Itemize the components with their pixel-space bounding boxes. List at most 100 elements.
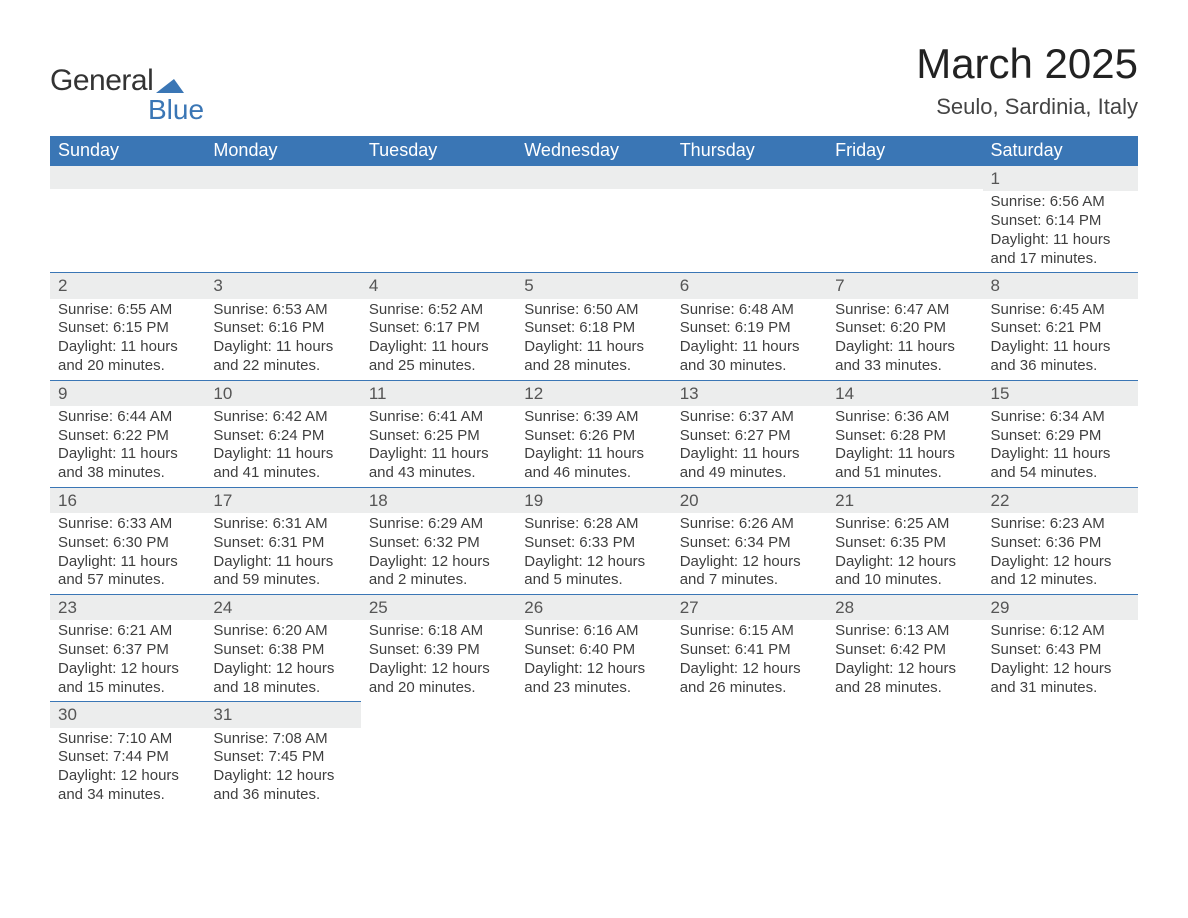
day-number: 23 (50, 595, 205, 620)
day-details: Sunrise: 6:48 AMSunset: 6:19 PMDaylight:… (672, 299, 827, 380)
day-number: 5 (516, 273, 671, 298)
day-number (361, 702, 516, 725)
calendar-day-cell: 17Sunrise: 6:31 AMSunset: 6:31 PMDayligh… (205, 487, 360, 594)
day-daylight1: Daylight: 12 hours (58, 767, 199, 786)
calendar-day-cell (50, 166, 205, 273)
calendar-day-cell: 23Sunrise: 6:21 AMSunset: 6:37 PMDayligh… (50, 595, 205, 702)
day-number: 17 (205, 488, 360, 513)
calendar-day-cell (205, 166, 360, 273)
day-number: 27 (672, 595, 827, 620)
day-daylight2: and 59 minutes. (213, 571, 354, 590)
day-details: Sunrise: 6:20 AMSunset: 6:38 PMDaylight:… (205, 620, 360, 701)
day-sunrise: Sunrise: 6:26 AM (680, 515, 821, 534)
calendar-day-cell: 10Sunrise: 6:42 AMSunset: 6:24 PMDayligh… (205, 380, 360, 487)
day-details: Sunrise: 6:47 AMSunset: 6:20 PMDaylight:… (827, 299, 982, 380)
day-daylight2: and 28 minutes. (524, 357, 665, 376)
day-sunrise: Sunrise: 6:37 AM (680, 408, 821, 427)
day-number: 1 (983, 166, 1138, 191)
day-daylight1: Daylight: 12 hours (991, 660, 1132, 679)
day-sunset: Sunset: 6:18 PM (524, 319, 665, 338)
day-sunset: Sunset: 6:21 PM (991, 319, 1132, 338)
day-sunset: Sunset: 6:27 PM (680, 427, 821, 446)
day-details: Sunrise: 6:28 AMSunset: 6:33 PMDaylight:… (516, 513, 671, 594)
day-daylight1: Daylight: 11 hours (213, 445, 354, 464)
day-number (361, 166, 516, 189)
day-daylight2: and 25 minutes. (369, 357, 510, 376)
day-number: 29 (983, 595, 1138, 620)
day-daylight2: and 33 minutes. (835, 357, 976, 376)
day-number: 14 (827, 381, 982, 406)
day-daylight1: Daylight: 11 hours (369, 338, 510, 357)
calendar-day-cell (361, 166, 516, 273)
calendar-day-cell: 14Sunrise: 6:36 AMSunset: 6:28 PMDayligh… (827, 380, 982, 487)
day-daylight1: Daylight: 11 hours (680, 338, 821, 357)
day-sunrise: Sunrise: 6:39 AM (524, 408, 665, 427)
day-sunrise: Sunrise: 6:56 AM (991, 193, 1132, 212)
day-sunset: Sunset: 6:30 PM (58, 534, 199, 553)
calendar-day-cell: 27Sunrise: 6:15 AMSunset: 6:41 PMDayligh… (672, 595, 827, 702)
day-daylight1: Daylight: 12 hours (213, 660, 354, 679)
calendar-day-cell: 28Sunrise: 6:13 AMSunset: 6:42 PMDayligh… (827, 595, 982, 702)
day-daylight2: and 57 minutes. (58, 571, 199, 590)
day-number (983, 702, 1138, 725)
day-daylight2: and 17 minutes. (991, 250, 1132, 269)
calendar-day-cell (672, 166, 827, 273)
calendar-day-cell: 7Sunrise: 6:47 AMSunset: 6:20 PMDaylight… (827, 273, 982, 380)
day-daylight2: and 36 minutes. (991, 357, 1132, 376)
day-sunrise: Sunrise: 6:13 AM (835, 622, 976, 641)
day-daylight1: Daylight: 12 hours (524, 553, 665, 572)
day-daylight2: and 2 minutes. (369, 571, 510, 590)
day-sunrise: Sunrise: 7:08 AM (213, 730, 354, 749)
day-number: 2 (50, 273, 205, 298)
day-sunrise: Sunrise: 6:33 AM (58, 515, 199, 534)
weekday-header: Wednesday (516, 136, 671, 166)
brand-line2: Blue (148, 94, 204, 126)
day-daylight1: Daylight: 11 hours (991, 231, 1132, 250)
day-number (516, 702, 671, 725)
day-sunrise: Sunrise: 6:42 AM (213, 408, 354, 427)
day-details: Sunrise: 6:29 AMSunset: 6:32 PMDaylight:… (361, 513, 516, 594)
calendar-day-cell (672, 702, 827, 809)
day-daylight1: Daylight: 12 hours (524, 660, 665, 679)
day-number: 3 (205, 273, 360, 298)
day-sunset: Sunset: 6:29 PM (991, 427, 1132, 446)
day-daylight1: Daylight: 11 hours (524, 445, 665, 464)
day-sunrise: Sunrise: 6:25 AM (835, 515, 976, 534)
calendar-day-cell: 5Sunrise: 6:50 AMSunset: 6:18 PMDaylight… (516, 273, 671, 380)
calendar-day-cell: 9Sunrise: 6:44 AMSunset: 6:22 PMDaylight… (50, 380, 205, 487)
day-sunrise: Sunrise: 6:44 AM (58, 408, 199, 427)
day-details: Sunrise: 6:44 AMSunset: 6:22 PMDaylight:… (50, 406, 205, 487)
header: General Blue March 2025 Seulo, Sardinia,… (50, 40, 1138, 126)
day-sunrise: Sunrise: 6:31 AM (213, 515, 354, 534)
calendar-day-cell: 30Sunrise: 7:10 AMSunset: 7:44 PMDayligh… (50, 702, 205, 809)
calendar-day-cell: 3Sunrise: 6:53 AMSunset: 6:16 PMDaylight… (205, 273, 360, 380)
weekday-header: Saturday (983, 136, 1138, 166)
weekday-header: Thursday (672, 136, 827, 166)
day-number: 26 (516, 595, 671, 620)
day-details: Sunrise: 6:52 AMSunset: 6:17 PMDaylight:… (361, 299, 516, 380)
day-sunrise: Sunrise: 6:34 AM (991, 408, 1132, 427)
calendar-week-row: 9Sunrise: 6:44 AMSunset: 6:22 PMDaylight… (50, 380, 1138, 487)
day-sunrise: Sunrise: 6:21 AM (58, 622, 199, 641)
day-sunset: Sunset: 6:41 PM (680, 641, 821, 660)
day-details: Sunrise: 6:41 AMSunset: 6:25 PMDaylight:… (361, 406, 516, 487)
day-sunset: Sunset: 6:43 PM (991, 641, 1132, 660)
weekday-header: Sunday (50, 136, 205, 166)
day-number: 30 (50, 702, 205, 727)
day-sunset: Sunset: 6:36 PM (991, 534, 1132, 553)
location-text: Seulo, Sardinia, Italy (916, 94, 1138, 120)
day-sunset: Sunset: 6:40 PM (524, 641, 665, 660)
day-number: 28 (827, 595, 982, 620)
day-number: 11 (361, 381, 516, 406)
day-sunset: Sunset: 6:35 PM (835, 534, 976, 553)
day-daylight1: Daylight: 11 hours (835, 338, 976, 357)
day-details: Sunrise: 6:56 AMSunset: 6:14 PMDaylight:… (983, 191, 1138, 272)
calendar-day-cell: 24Sunrise: 6:20 AMSunset: 6:38 PMDayligh… (205, 595, 360, 702)
day-details: Sunrise: 6:55 AMSunset: 6:15 PMDaylight:… (50, 299, 205, 380)
day-number: 15 (983, 381, 1138, 406)
title-block: March 2025 Seulo, Sardinia, Italy (916, 40, 1138, 120)
day-sunset: Sunset: 7:44 PM (58, 748, 199, 767)
day-details: Sunrise: 6:18 AMSunset: 6:39 PMDaylight:… (361, 620, 516, 701)
day-number (672, 166, 827, 189)
day-daylight2: and 31 minutes. (991, 679, 1132, 698)
